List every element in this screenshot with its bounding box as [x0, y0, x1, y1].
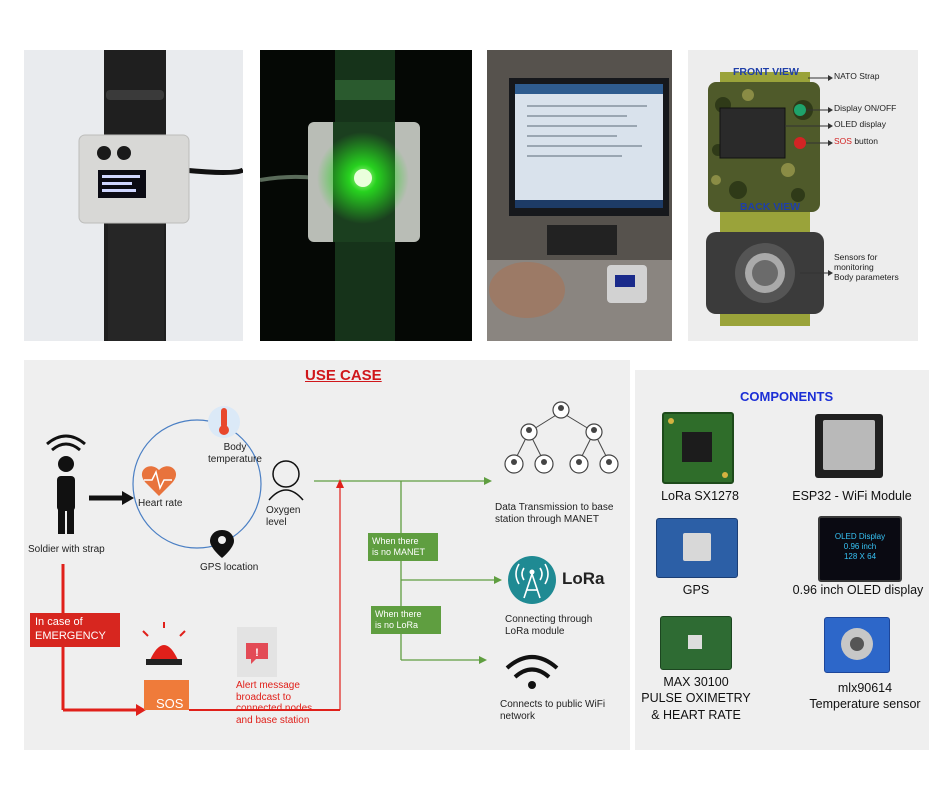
label-display-onoff: Display ON/OFF	[834, 103, 897, 113]
label-mlx90614: mlx90614 Temperature sensor	[790, 680, 940, 713]
soldier-icon	[46, 434, 86, 534]
svg-text:!: !	[255, 647, 259, 659]
label-wifi-connection: Connects to public WiFi network	[500, 699, 606, 722]
front-back-view-panel: FRONT VIEW NATO Strap Display ON/OFF OLE…	[688, 50, 918, 341]
label-mlx90614-line1: mlx90614	[837, 681, 893, 695]
esp32-module-image	[815, 414, 883, 478]
photo-device-oled	[24, 50, 243, 341]
label-sensors-line1: Sensors for	[834, 252, 878, 262]
label-sensors-line2: monitoring	[834, 261, 874, 272]
label-sos-button: SOS button	[834, 136, 878, 147]
oled-display-image: OLED Display 0.96 inch 128 X 64	[818, 516, 902, 582]
components-title: COMPONENTS	[740, 389, 834, 404]
label-max30100-line1: MAX 30100	[663, 675, 729, 689]
oled-screen-line1: OLED Display	[834, 532, 886, 541]
oled-screen-line2: 0.96 inch	[843, 542, 877, 551]
box-emergency: In case of EMERGENCY	[30, 613, 120, 647]
max30100-module-image	[660, 616, 732, 670]
lora-module-image	[662, 412, 734, 484]
label-oxygen-level: Oxygen level	[266, 505, 301, 528]
label-sensors: Sensors for monitoring Body parameters	[834, 252, 899, 282]
box-no-lora: When there is no LoRa	[371, 606, 441, 634]
label-lora-connection: Connecting through LoRa module	[505, 614, 593, 637]
front-view-title: FRONT VIEW	[733, 66, 799, 78]
label-max30100: MAX 30100 PULSE OXIMETRY & HEART RATE	[634, 674, 758, 723]
laptop-scene-illustration	[487, 50, 672, 341]
label-gps-location: GPS location	[200, 562, 259, 573]
lora-logo-text: LoRa	[562, 569, 605, 588]
label-data-transmission: Data Transmission to base station throug…	[495, 502, 614, 525]
label-body-temperature: Body temperature	[208, 442, 262, 465]
back-view-title: BACK VIEW	[740, 201, 801, 213]
front-back-view-illustration	[706, 72, 833, 326]
label-soldier: Soldier with strap	[28, 544, 105, 555]
label-max30100-line2: PULSE OXIMETRY	[641, 691, 751, 706]
label-sos-word: SOS	[834, 136, 852, 146]
label-esp32: ESP32 - WiFi Module	[792, 489, 912, 503]
label-nato-strap: NATO Strap	[834, 71, 880, 81]
label-sos-rest: button	[851, 136, 878, 146]
sos-box-label: SOS	[156, 696, 184, 711]
oled-screen-line3: 128 X 64	[843, 552, 877, 561]
use-case-diagram: !	[46, 401, 619, 716]
label-sensors-line3: Body parameters	[834, 271, 899, 282]
gps-module-image	[656, 518, 738, 578]
box-no-manet: When there is no MANET	[368, 533, 438, 561]
label-max30100-line3: & HEART RATE	[651, 707, 741, 722]
label-oled-display: OLED display	[834, 119, 886, 129]
photo-device-led	[260, 50, 472, 341]
label-oled: 0.96 inch OLED display	[792, 583, 924, 597]
device-led-illustration	[260, 50, 420, 341]
device-oled-illustration	[78, 50, 243, 341]
photo-laptop-scene	[487, 50, 672, 341]
label-gps: GPS	[682, 583, 710, 597]
label-heart-rate: Heart rate	[138, 498, 183, 509]
label-lora-sx1278: LoRa SX1278	[661, 489, 739, 503]
label-mlx90614-line2: Temperature sensor	[809, 697, 921, 712]
label-alert-message: Alert message broadcast to connected nod…	[236, 680, 313, 726]
use-case-title: USE CASE	[305, 367, 382, 384]
mlx90614-module-image	[824, 617, 890, 673]
